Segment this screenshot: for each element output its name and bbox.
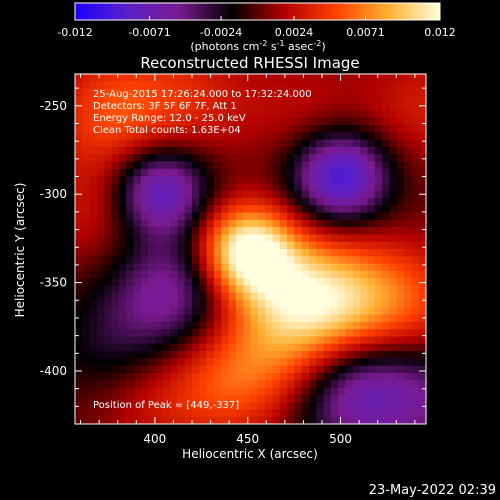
- colorbar-tick-label: -0.0071: [128, 26, 170, 39]
- info-line-clean: Clean Total counts: 1.63E+04: [93, 125, 241, 136]
- info-line-detectors: Detectors: 3F 5F 6F 7F, Att 1: [93, 101, 237, 112]
- x-tick-label: 400: [143, 432, 166, 446]
- heatmap-image: [75, 74, 426, 424]
- colorbar-ticks: -0.012 -0.0071 -0.0024 0.0024 0.0071 0.012: [57, 16, 456, 39]
- colorbar-tick-label: -0.012: [57, 26, 92, 39]
- y-axis-label: Heliocentric Y (arcsec): [13, 183, 27, 318]
- colorbar-tick-label: 0.012: [424, 26, 456, 39]
- colorbar: [74, 2, 441, 21]
- footer-timestamp: 23-May-2022 02:39: [369, 483, 496, 498]
- plot-frame: [74, 73, 427, 425]
- colorbar-tick-label: 0.0071: [346, 26, 385, 39]
- x-axis-label: Heliocentric X (arcsec): [182, 447, 318, 461]
- info-line-time: 25-Aug-2015 17:26:24.000 to 17:32:24.000: [93, 89, 312, 100]
- colorbar-tick-label: 0.0024: [275, 26, 314, 39]
- y-tick-label: -350: [40, 276, 67, 290]
- info-line-energy: Energy Range: 12.0 - 25.0 keV: [93, 113, 246, 124]
- x-tick-label: 450: [236, 432, 259, 446]
- colorbar-tick-label: -0.0024: [200, 26, 242, 39]
- axis-ticks: 400 450 500 -250 -300 -350 -400: [40, 74, 426, 446]
- y-tick-label: -300: [40, 187, 67, 201]
- x-tick-label: 500: [329, 432, 352, 446]
- colorbar-units: (photons cm-2 s-1 asec-2): [190, 39, 325, 53]
- plot-title: Reconstructed RHESSI Image: [140, 54, 359, 72]
- y-tick-label: -400: [40, 364, 67, 378]
- y-tick-label: -250: [40, 99, 67, 113]
- peak-position-text: Position of Peak = [449,-337]: [93, 400, 239, 411]
